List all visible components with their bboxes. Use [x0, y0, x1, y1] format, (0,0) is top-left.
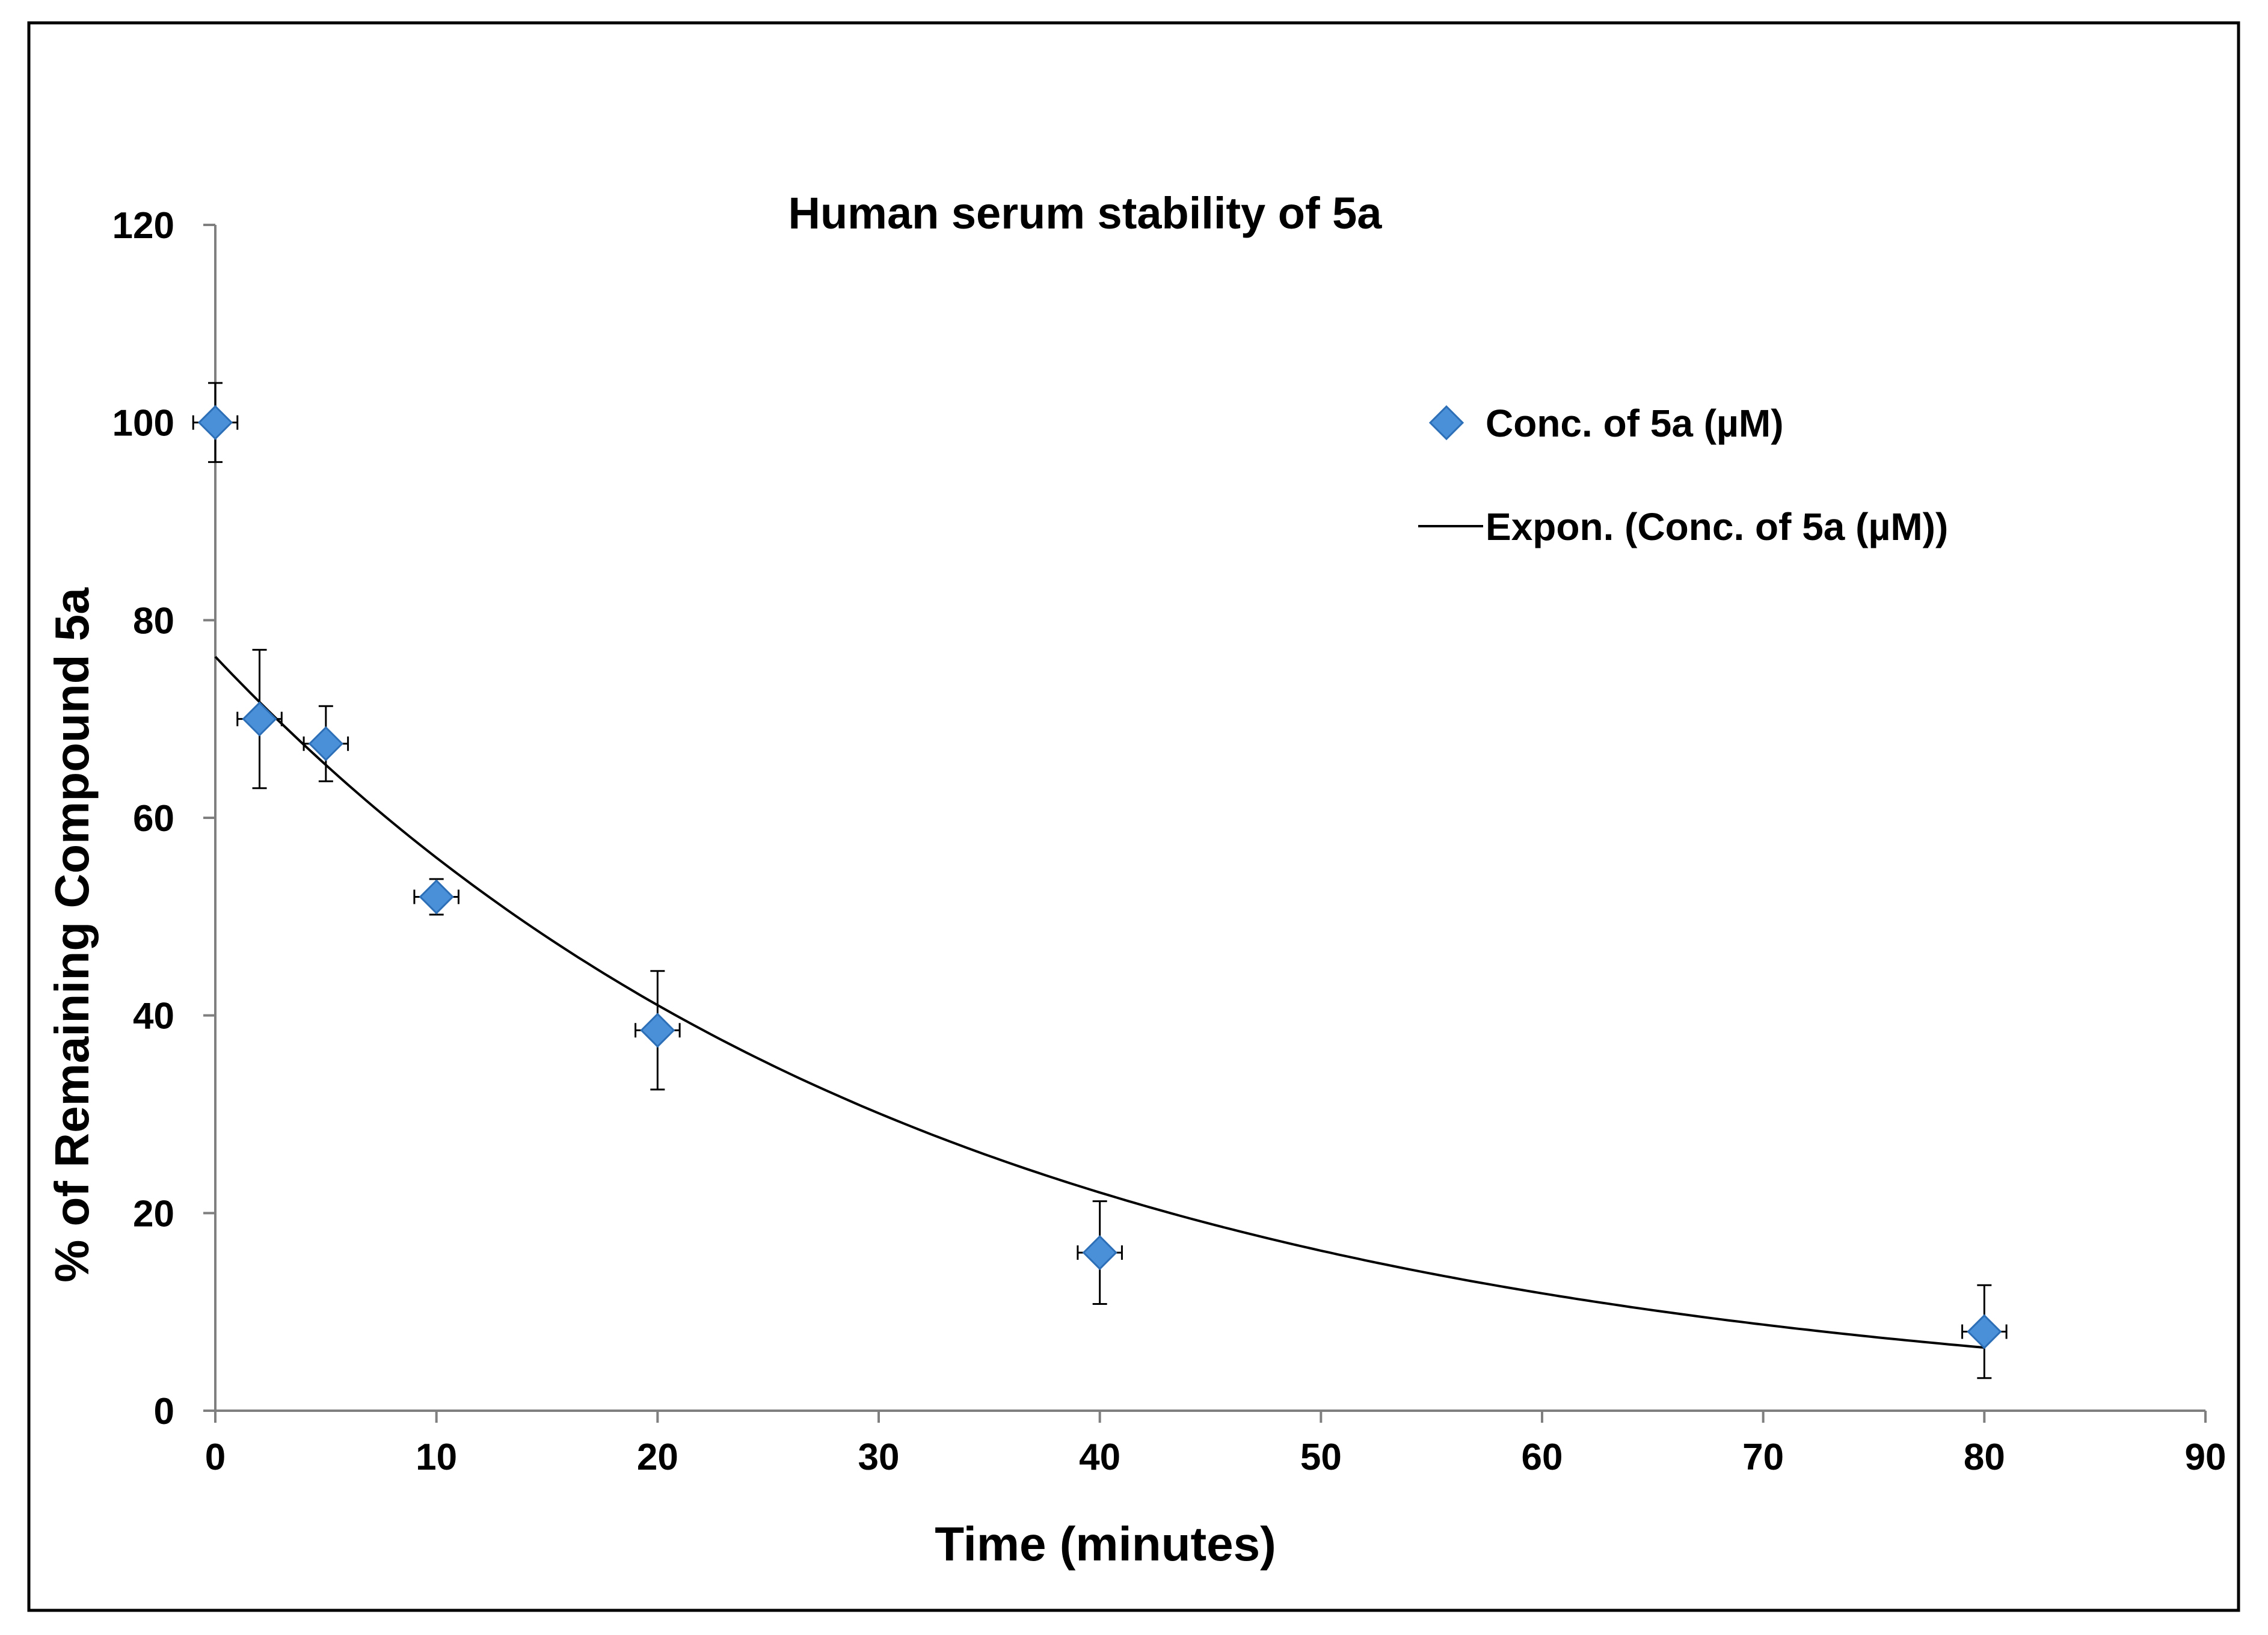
- y-axis-title: % of Remaining Compound 5a: [45, 587, 99, 1283]
- x-tick-label: 90: [2185, 1437, 2227, 1478]
- chart-frame: [27, 21, 2240, 1612]
- x-tick-label: 80: [1964, 1437, 2005, 1478]
- x-tick-label: 50: [1300, 1437, 1342, 1478]
- y-tick-label: 80: [133, 600, 174, 642]
- y-tick-label: 60: [133, 798, 174, 839]
- x-tick-label: 70: [1742, 1437, 1784, 1478]
- data-point: [419, 879, 454, 915]
- x-tick-label: 10: [416, 1437, 457, 1478]
- data-point: [1082, 1235, 1117, 1271]
- x-axis-ticks: 0 10 20 30 40 50 60 70 80 90: [205, 1411, 2227, 1478]
- y-tick-label: 120: [112, 205, 174, 247]
- x-tick-label: 40: [1079, 1437, 1120, 1478]
- x-tick-label: 20: [637, 1437, 678, 1478]
- x-tick-label: 30: [858, 1437, 900, 1478]
- data-point: [197, 405, 233, 440]
- data-points: [197, 405, 2002, 1349]
- legend-trendline-label: Expon. (Conc. of 5a (µM)): [1486, 505, 1948, 548]
- y-tick-label: 0: [154, 1391, 174, 1432]
- chart-title: Human serum stability of 5a: [788, 188, 1383, 238]
- y-tick-label: 40: [133, 996, 174, 1037]
- legend: Conc. of 5a (µM) Expon. (Conc. of 5a (µM…: [1418, 402, 1948, 548]
- y-tick-label: 20: [133, 1193, 174, 1235]
- data-point: [640, 1013, 675, 1048]
- x-axis-title: Time (minutes): [935, 1517, 1276, 1571]
- y-tick-label: 100: [112, 403, 174, 444]
- data-point: [1967, 1314, 2002, 1349]
- data-point: [242, 701, 277, 737]
- x-tick-label: 60: [1522, 1437, 1563, 1478]
- legend-series-label: Conc. of 5a (µM): [1486, 402, 1784, 445]
- legend-diamond-marker: [1428, 405, 1464, 441]
- exponential-trendline: [214, 655, 1985, 1349]
- x-tick-label: 0: [205, 1437, 226, 1478]
- data-point: [308, 726, 343, 761]
